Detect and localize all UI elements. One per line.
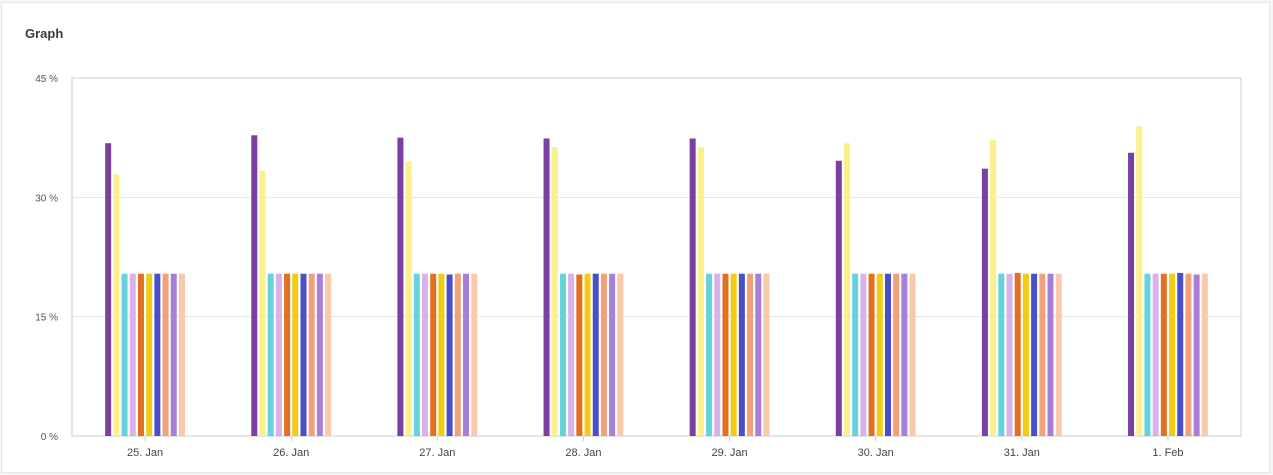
bar[interactable] [551, 147, 558, 436]
bar[interactable] [162, 273, 169, 436]
bar[interactable] [430, 273, 437, 436]
bar[interactable] [1022, 273, 1029, 436]
x-tick-label: 25. Jan [127, 447, 163, 459]
bar[interactable] [1144, 273, 1151, 436]
bar[interactable] [868, 273, 875, 436]
bar[interactable] [990, 140, 997, 437]
bar[interactable] [1160, 273, 1167, 436]
bar[interactable] [617, 273, 624, 436]
bar[interactable] [1193, 274, 1200, 437]
bar[interactable] [454, 273, 461, 436]
bar[interactable] [697, 147, 704, 436]
bar[interactable] [1169, 273, 1176, 436]
bar[interactable] [300, 273, 307, 436]
bar[interactable] [901, 273, 908, 436]
bar[interactable] [129, 273, 136, 436]
y-tick-label: 15 % [35, 313, 58, 324]
bar[interactable] [446, 274, 453, 437]
bar[interactable] [714, 273, 721, 436]
bar[interactable] [730, 273, 737, 436]
bar[interactable] [893, 273, 900, 436]
bar[interactable] [413, 273, 420, 436]
x-tick-label: 29. Jan [712, 447, 748, 459]
bar[interactable] [584, 273, 591, 436]
bar[interactable] [463, 273, 470, 436]
bar[interactable] [609, 273, 616, 436]
x-tick-label: 27. Jan [419, 447, 455, 459]
bar[interactable] [105, 143, 112, 437]
bar[interactable] [137, 273, 144, 436]
bar[interactable] [1031, 273, 1038, 436]
bar[interactable] [1177, 272, 1184, 436]
bar[interactable] [1128, 152, 1135, 436]
bar[interactable] [1039, 273, 1046, 436]
bar[interactable] [308, 273, 315, 436]
bar[interactable] [178, 273, 185, 436]
bar[interactable] [884, 273, 891, 436]
bars [105, 126, 1208, 437]
bar[interactable] [405, 161, 412, 436]
bar[interactable] [747, 273, 754, 436]
bar[interactable] [267, 273, 274, 436]
bar[interactable] [738, 273, 745, 436]
bar[interactable] [998, 273, 1005, 436]
bar[interactable] [706, 273, 713, 436]
bar[interactable] [981, 168, 988, 436]
plot-area [71, 77, 1242, 437]
bar[interactable] [600, 273, 607, 436]
bar[interactable] [860, 273, 867, 436]
bar[interactable] [121, 273, 128, 436]
bar[interactable] [1136, 126, 1143, 436]
x-tick-label: 28. Jan [565, 447, 601, 459]
bar[interactable] [325, 273, 332, 436]
bar[interactable] [251, 135, 258, 436]
bar[interactable] [576, 274, 583, 437]
bar[interactable] [755, 273, 762, 436]
bar[interactable] [170, 273, 177, 436]
bar[interactable] [1152, 273, 1159, 436]
bar[interactable] [146, 273, 153, 436]
x-axis: 25. Jan 26. Jan 27. Jan 28. Jan 29. Jan 30. J… [127, 436, 1184, 459]
bar[interactable] [275, 273, 282, 436]
bar[interactable] [909, 273, 916, 436]
bar[interactable] [1055, 273, 1062, 436]
card-title: Graph [25, 26, 64, 41]
bar[interactable] [259, 171, 266, 436]
bar[interactable] [1047, 273, 1054, 436]
bar[interactable] [689, 138, 696, 436]
bar[interactable] [543, 138, 550, 436]
x-tick-label: 1. Feb [1152, 447, 1183, 459]
bar[interactable] [422, 273, 429, 436]
bar[interactable] [568, 273, 575, 436]
bar[interactable] [876, 273, 883, 436]
y-axis: 0 % 15 % 30 % 45 % [35, 74, 58, 443]
y-tick-label: 45 % [35, 74, 58, 85]
bar[interactable] [559, 273, 566, 436]
bar[interactable] [284, 273, 291, 436]
bar[interactable] [471, 273, 478, 436]
bar[interactable] [154, 273, 161, 436]
x-tick-label: 31. Jan [1004, 447, 1040, 459]
bar[interactable] [1006, 273, 1013, 436]
bar[interactable] [835, 160, 842, 437]
bar[interactable] [1014, 272, 1021, 436]
bar[interactable] [113, 174, 120, 436]
bar[interactable] [763, 273, 770, 436]
bar[interactable] [316, 273, 323, 436]
bar[interactable] [843, 143, 850, 437]
x-tick-label: 26. Jan [273, 447, 309, 459]
y-tick-label: 30 % [35, 193, 58, 204]
gridlines [72, 196, 1241, 318]
bar[interactable] [292, 273, 299, 436]
bar[interactable] [397, 137, 404, 437]
bar[interactable] [438, 273, 445, 436]
bar[interactable] [852, 273, 859, 436]
bar[interactable] [1201, 273, 1208, 436]
bar[interactable] [1185, 273, 1192, 436]
y-tick-label: 0 % [41, 432, 58, 443]
bar[interactable] [722, 273, 729, 436]
bar[interactable] [592, 273, 599, 436]
x-tick-label: 30. Jan [858, 447, 894, 459]
